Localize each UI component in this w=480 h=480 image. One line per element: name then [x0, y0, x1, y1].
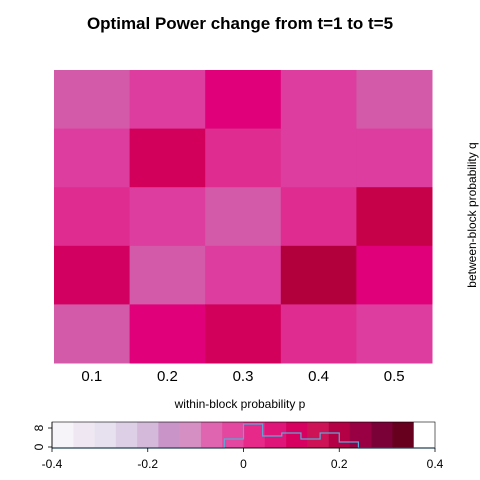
x-tick-label: 0.1	[81, 368, 102, 385]
heatmap-cell-r4-c5	[356, 246, 432, 305]
color-key-tick-label: -0.4	[42, 457, 63, 471]
heatmap-cell-r3-c2	[130, 187, 206, 246]
heatmap-cell-r4-c4	[281, 246, 357, 305]
x-tick-label: 0.3	[233, 368, 254, 385]
heatmap-cell-r5-c5	[356, 304, 432, 363]
color-key-count-label: 0	[32, 443, 46, 450]
color-key-tick-label: -0.2	[137, 457, 158, 471]
heatmap-cell-r4-c3	[205, 246, 281, 305]
color-key-swatch	[350, 422, 372, 448]
color-key-tick-label: 0.2	[331, 457, 348, 471]
x-tick-label: 0.2	[157, 368, 178, 385]
heatmap-cells	[54, 70, 433, 364]
heatmap-cell-r2-c5	[356, 129, 432, 188]
color-key-count-label: 8	[32, 424, 46, 431]
color-key-swatch	[137, 422, 159, 448]
heatmap-cell-r3-c3	[205, 187, 281, 246]
color-key-swatch	[180, 422, 202, 448]
heatmap-cell-r3-c4	[281, 187, 357, 246]
color-key-swatch	[307, 422, 329, 448]
heatmap-cell-r1-c4	[281, 70, 357, 129]
color-key-swatch	[95, 422, 117, 448]
heatmap-cell-r3-c1	[54, 187, 130, 246]
x-axis-label: within-block probability p	[174, 397, 306, 411]
color-key-tick-label: 0	[240, 457, 247, 471]
color-key-swatch	[371, 422, 393, 448]
color-key-swatch	[222, 422, 244, 448]
color-key-swatch	[201, 422, 223, 448]
heatmap-cell-r5-c4	[281, 304, 357, 363]
color-key-swatch	[286, 422, 308, 448]
heatmap-cell-r4-c2	[130, 246, 206, 305]
heatmap-cell-r2-c3	[205, 129, 281, 188]
color-key-swatch	[265, 422, 287, 448]
heatmap-cell-r2-c1	[54, 129, 130, 188]
color-key-swatch	[73, 422, 95, 448]
heatmap-cell-r4-c1	[54, 246, 130, 305]
heatmap-cell-r5-c3	[205, 304, 281, 363]
color-key-swatch	[116, 422, 138, 448]
x-tick-label: 0.5	[384, 368, 405, 385]
color-key-swatch	[414, 422, 436, 448]
color-key: -0.4 -0.2 0 0.2 0.4 0 8	[32, 422, 444, 471]
heatmap-cell-r1-c2	[130, 70, 206, 129]
heatmap-cell-r5-c2	[130, 304, 206, 363]
heatmap-cell-r2-c2	[130, 129, 206, 188]
y-axis-label: between-block probability q	[465, 142, 479, 287]
color-key-swatch	[392, 422, 414, 448]
x-tick-labels: 0.1 0.2 0.3 0.4 0.5	[81, 368, 404, 385]
color-key-swatch	[52, 422, 74, 448]
x-tick-label: 0.4	[308, 368, 329, 385]
heatmap-cell-r2-c4	[281, 129, 357, 188]
heatmap-cell-r1-c3	[205, 70, 281, 129]
color-key-swatch	[244, 422, 266, 448]
heatmap-cell-r3-c5	[356, 187, 432, 246]
heatmap-cell-r1-c1	[54, 70, 130, 129]
color-key-tick-label: 0.4	[427, 457, 444, 471]
heatmap-cell-r5-c1	[54, 304, 130, 363]
color-key-swatch	[158, 422, 180, 448]
heatmap-cell-r1-c5	[356, 70, 432, 129]
